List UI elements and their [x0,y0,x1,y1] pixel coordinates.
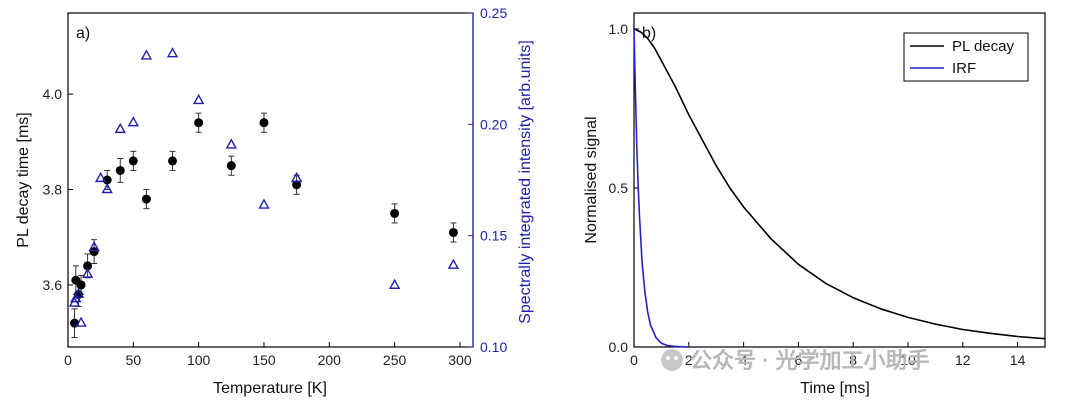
intensity-point [258,198,270,209]
panel-a-intensity-points [68,47,460,327]
irf-line [633,28,689,348]
panel-b-legend: PL decay IRF [903,32,1029,82]
decay-point [259,118,269,128]
panel-a-decay-points [70,118,458,328]
watermark-logo-icon [661,349,683,371]
panel-b-x-tick-label: 0 [630,352,638,368]
intensity-point [166,47,179,58]
panel-a-x-ticks: 0 50 100 150 200 250 300 [64,342,472,368]
intensity-point [225,138,237,149]
panel-b-frame [633,12,1046,348]
intensity-point [192,93,205,105]
intensity-point [447,258,460,269]
decay-point [115,165,125,175]
intensity-point [88,240,100,252]
panel-b-x-ticks: 0 2 4 6 8 10 12 14 [630,342,1026,368]
watermark-logo-eye-left [666,356,670,360]
panel-a-x-tick-label: 250 [383,352,407,368]
watermark-logo-eye-right [674,356,678,360]
decay-point [226,161,236,171]
watermark: 公众号 · 光学加工小助手 [661,348,930,373]
panel-b-x-tick-label: 8 [849,352,857,368]
panel-a-x-tick-label: 200 [318,352,342,368]
panel-a-x-tick-label: 150 [252,352,276,368]
pl-decay-line [633,28,1046,340]
panel-a-label: a) [76,25,90,42]
legend-label-pl-decay: PL decay [952,38,1014,55]
panel-a-x-title: Temperature [K] [213,380,327,397]
decay-point [128,156,138,166]
watermark-text: 公众号 · 光学加工小助手 [690,348,930,373]
panel-a-x-tick-label: 100 [187,352,211,368]
intensity-point [101,182,113,194]
decay-point [390,208,400,218]
panel-a-x-tick-label: 50 [126,352,142,368]
panel-a-y2-ticks: 0.10 0.15 0.20 0.25 [468,5,507,355]
panel-b-lines [633,28,1046,348]
panel-a-y-ticks: 3.6 3.8 4.0 [43,86,73,293]
decay-point [141,194,151,204]
panel-a-y-tick-label: 4.0 [43,86,63,102]
panel-a-frame [67,12,474,348]
panel-b-label: b) [642,25,656,42]
panel-b-x-tick-label: 14 [1010,352,1026,368]
panel-a-y-tick-label: 3.6 [43,277,63,293]
panel-b-y-ticks: 0.0 0.5 1.0 [609,21,639,355]
intensity-point [127,116,140,127]
decay-point [194,118,204,128]
intensity-point [388,278,401,289]
panel-b-x-title: Time [ms] [800,380,870,397]
intensity-point [81,267,94,278]
panel-b-y-tick-label: 1.0 [609,21,629,37]
panel-a-x-tick-label: 0 [64,352,72,368]
intensity-point [75,316,87,327]
decay-point [83,261,93,271]
panel-a-errorbars [71,112,457,338]
intensity-point [94,171,107,183]
decay-point [102,175,112,185]
panel-a-y-title: PL decay time [ms] [15,112,32,247]
panel-b-x-tick-label: 4 [740,352,748,368]
panel-a-y2-tick-label: 0.25 [480,5,507,21]
panel-b-y-title: Normalised signal [583,116,600,243]
intensity-point [114,122,126,134]
panel-a-x-tick-label: 300 [448,352,472,368]
intensity-point [290,171,303,183]
panel-a-y2-tick-label: 0.15 [480,228,507,244]
panel-a: a) 0 50 100 150 200 250 300 3.6 3.8 4.0 0.10 0.15… [15,5,534,397]
intensity-point [140,49,153,60]
decay-point [89,247,99,257]
decay-point [448,227,458,237]
legend-box [903,32,1029,82]
legend-label-irf: IRF [952,60,976,77]
panel-a-y2-tick-label: 0.20 [480,116,507,132]
panel-b-x-tick-label: 2 [685,352,693,368]
intensity-point [72,287,85,298]
panel-b-x-tick-label: 6 [795,352,803,368]
decay-point [76,280,86,290]
panel-b-y-tick-label: 0.5 [609,180,629,196]
panel-a-y-tick-label: 3.8 [43,182,63,198]
panel-b-y-tick-label: 0.0 [609,339,629,355]
panel-a-y2-tick-label: 0.10 [480,339,507,355]
panel-b-x-tick-label: 10 [900,352,916,368]
panel-b-x-tick-label: 12 [955,352,971,368]
panel-a-y2-title: Spectrally integrated intensity [arb.uni… [517,40,534,324]
panel-b: b) 0 2 4 6 8 10 12 14 0.0 0.5 1.0 PL decay IRF Ti… [583,12,1046,397]
decay-point [168,156,178,166]
decay-point [292,180,302,190]
